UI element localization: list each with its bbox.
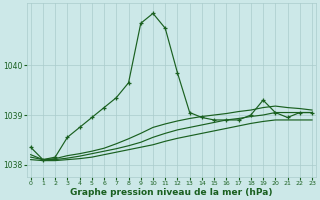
X-axis label: Graphe pression niveau de la mer (hPa): Graphe pression niveau de la mer (hPa) [70,188,273,197]
